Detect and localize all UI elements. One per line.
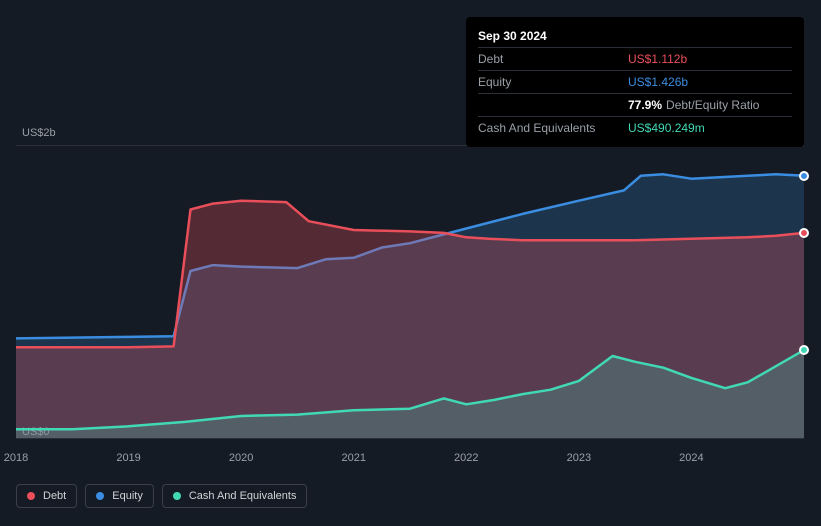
legend-item-cash[interactable]: Cash And Equivalents xyxy=(162,484,308,508)
xtick-2019: 2019 xyxy=(116,452,140,464)
tooltip-date: Sep 30 2024 xyxy=(478,27,547,45)
xtick-2022: 2022 xyxy=(454,452,478,464)
gridline-bottom xyxy=(16,438,804,439)
tooltip-equity-value: US$1.426b xyxy=(628,73,688,91)
tooltip-cash-value: US$490.249m xyxy=(628,119,705,137)
xtick-2024: 2024 xyxy=(679,452,703,464)
xtick-2023: 2023 xyxy=(567,452,591,464)
legend-item-equity[interactable]: Equity xyxy=(85,484,154,508)
cash-legend-dot xyxy=(173,492,181,500)
chart-legend: Debt Equity Cash And Equivalents xyxy=(16,484,307,508)
cash-end-marker xyxy=(799,345,809,355)
tooltip-cash-label: Cash And Equivalents xyxy=(478,119,608,137)
equity-legend-label: Equity xyxy=(112,490,143,502)
debt-equity-chart xyxy=(16,145,804,438)
chart-tooltip: Sep 30 2024 Debt US$1.112b Equity US$1.4… xyxy=(466,17,804,147)
tooltip-debt-label: Debt xyxy=(478,50,608,68)
legend-item-debt[interactable]: Debt xyxy=(16,484,77,508)
xtick-2018: 2018 xyxy=(4,452,28,464)
cash-legend-label: Cash And Equivalents xyxy=(189,490,297,502)
debt-legend-dot xyxy=(27,492,35,500)
tooltip-ratio-spacer xyxy=(478,96,608,114)
tooltip-debt-value: US$1.112b xyxy=(628,50,687,68)
tooltip-ratio: 77.9%Debt/Equity Ratio xyxy=(628,96,759,114)
tooltip-equity-label: Equity xyxy=(478,73,608,91)
xtick-2020: 2020 xyxy=(229,452,253,464)
equity-legend-dot xyxy=(96,492,104,500)
debt-end-marker xyxy=(799,228,809,238)
xtick-2021: 2021 xyxy=(341,452,365,464)
ytick-label-max: US$2b xyxy=(22,127,56,139)
debt-legend-label: Debt xyxy=(43,490,66,502)
equity-end-marker xyxy=(799,171,809,181)
